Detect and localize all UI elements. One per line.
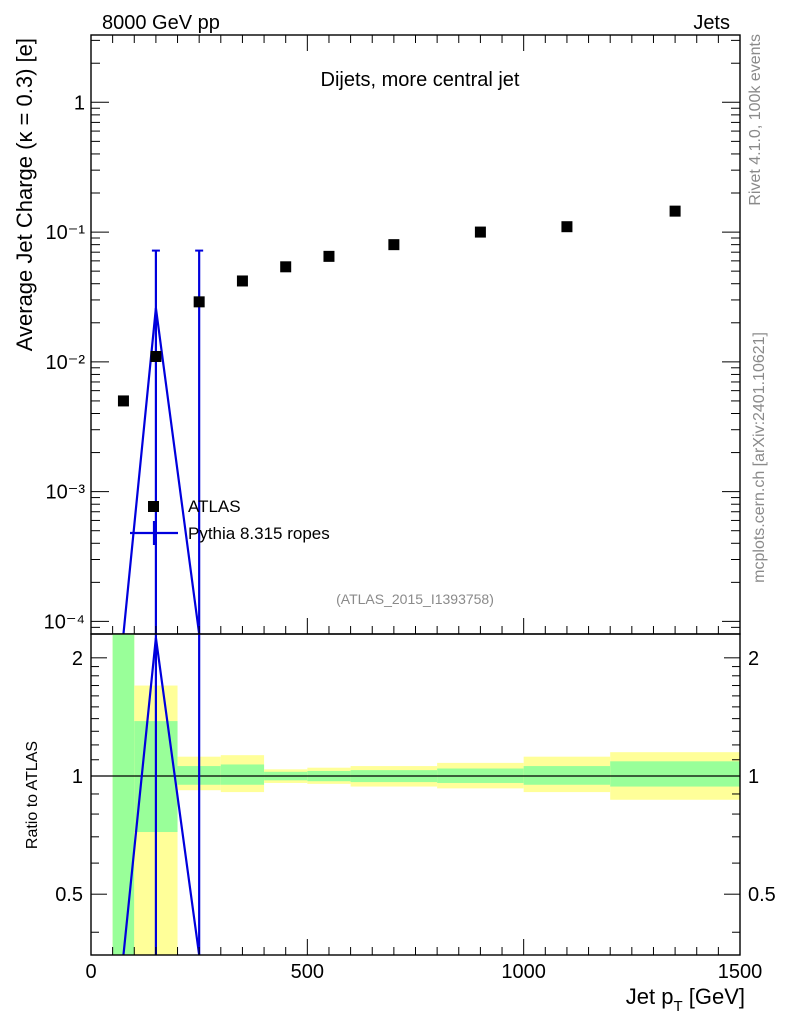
atlas-data-point <box>117 395 129 407</box>
ratio-y-axis-label: Ratio to ATLAS <box>24 741 41 849</box>
x-tick-label: 1500 <box>718 961 763 983</box>
plot-title: Dijets, more central jet <box>321 69 520 91</box>
main-y-tick-label: 10⁻² <box>46 352 86 374</box>
main-panel: 10⁻⁴ 10⁻³ 10⁻² 10⁻¹ 1 <box>44 34 741 635</box>
atlas-data-point <box>150 350 162 362</box>
main-y-tick-label: 1 <box>74 92 85 114</box>
legend-atlas-label: ATLAS <box>188 497 241 516</box>
atlas-data-point <box>236 275 248 287</box>
ratio-y-tick-label: 2 <box>72 648 83 670</box>
ratio-band-inner <box>220 764 265 785</box>
ratio-band-inner <box>112 634 135 955</box>
x-tick-label: 1000 <box>501 961 546 983</box>
main-y-tick-label: 10⁻¹ <box>46 222 86 244</box>
main-y-axis-label: Average Jet Charge (κ = 0.3) [e] <box>12 38 37 351</box>
ratio-panel: 0 500 1000 1500 0.5 0.5 1 1 2 2 <box>55 633 776 983</box>
ratio-y-tick-label: 0.5 <box>55 884 83 906</box>
x-tick-label: 0 <box>85 961 96 983</box>
header-energy-label: 8000 GeV pp <box>102 12 220 34</box>
main-y-tick-label: 10⁻³ <box>46 482 86 504</box>
atlas-data-point <box>193 296 205 308</box>
atlas-data-point <box>561 221 573 233</box>
atlas-data-point <box>280 261 292 273</box>
analysis-watermark: (ATLAS_2015_I1393758) <box>336 591 494 607</box>
main-y-tick-label: 10⁻⁴ <box>44 611 85 633</box>
atlas-data-point <box>474 226 486 238</box>
x-tick-label: 500 <box>291 961 324 983</box>
x-axis-label: Jet pT [GeV] <box>626 984 745 1015</box>
ratio-y-tick-label-right: 0.5 <box>748 884 776 906</box>
rivet-version-label: Rivet 4.1.0, 100k events <box>747 34 764 206</box>
header-jets-label: Jets <box>693 12 730 34</box>
atlas-data-point <box>388 239 400 251</box>
mcplots-label: mcplots.cern.ch [arXiv:2401.10621] <box>751 332 768 583</box>
ratio-y-tick-label-right: 1 <box>748 766 759 788</box>
ratio-y-tick-label: 1 <box>72 766 83 788</box>
ratio-band-inner <box>610 761 740 787</box>
legend-atlas-marker <box>148 501 159 512</box>
legend-pythia-label: Pythia 8.315 ropes <box>188 524 330 543</box>
ratio-y-tick-label-right: 2 <box>748 648 759 670</box>
atlas-data-point <box>323 250 335 262</box>
atlas-data-point <box>669 205 681 217</box>
